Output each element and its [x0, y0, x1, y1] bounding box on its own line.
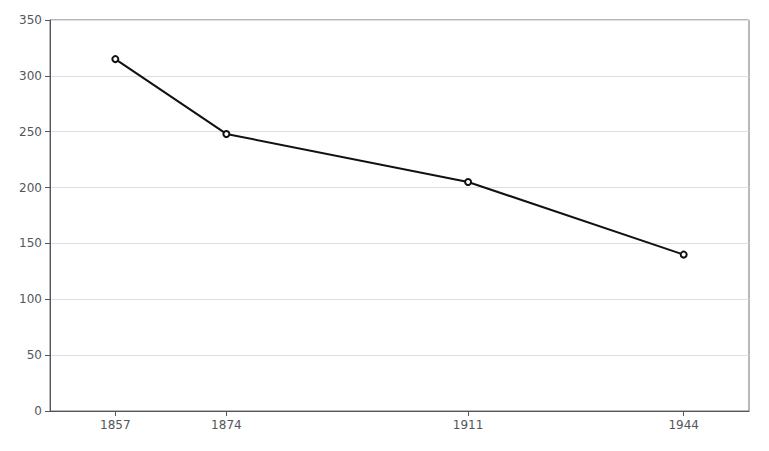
svg-text:1911: 1911: [453, 418, 484, 432]
svg-text:350: 350: [19, 13, 42, 27]
svg-text:300: 300: [19, 69, 42, 83]
svg-text:100: 100: [19, 292, 42, 306]
svg-text:0: 0: [34, 404, 42, 418]
svg-text:150: 150: [19, 236, 42, 250]
svg-text:50: 50: [27, 348, 42, 362]
svg-text:1874: 1874: [211, 418, 242, 432]
svg-text:200: 200: [19, 181, 42, 195]
svg-text:1857: 1857: [100, 418, 131, 432]
svg-text:250: 250: [19, 125, 42, 139]
svg-text:1944: 1944: [668, 418, 699, 432]
